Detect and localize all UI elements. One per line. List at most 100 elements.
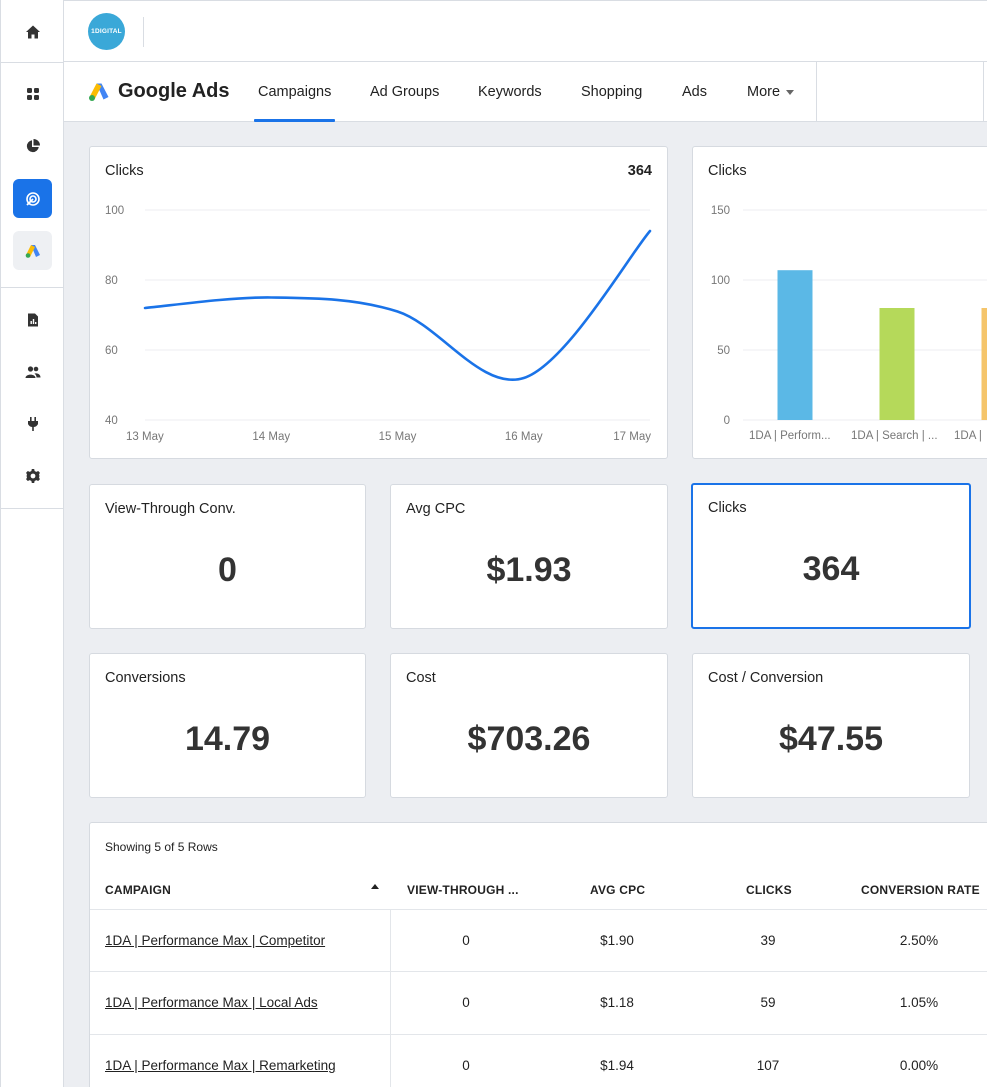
table-cell: 0 — [462, 933, 470, 948]
google-ads-nav: Google Ads Campaigns Ad Groups Keywords … — [64, 62, 987, 122]
kpi-card-cost-per-conversion[interactable]: Cost / Conversion $47.55 — [692, 653, 970, 798]
kpi-card-avg-cpc[interactable]: Avg CPC $1.93 — [390, 484, 668, 629]
table-cell: 1.05% — [899, 995, 939, 1010]
kpi-card-clicks[interactable]: Clicks 364 — [691, 483, 971, 629]
table-divider — [90, 971, 987, 972]
kpi-label: View-Through Conv. — [105, 501, 236, 517]
kpi-value: 364 — [802, 550, 860, 588]
x-tick-label: 1DA | Perform... — [749, 430, 831, 442]
google-ads-logo-icon — [89, 83, 109, 101]
y-tick-label: 100 — [711, 275, 730, 287]
x-tick-label: 13 May — [126, 431, 164, 443]
card-title: Clicks — [105, 163, 144, 179]
report-icon[interactable] — [13, 300, 52, 339]
kpi-label: Avg CPC — [406, 501, 466, 517]
campaign-link[interactable]: 1DA | Performance Max | Local Ads — [105, 995, 318, 1010]
brand-logo[interactable]: 1DIGITAL — [88, 13, 125, 50]
table-cell: 59 — [760, 995, 776, 1010]
tab-more[interactable]: More — [747, 84, 795, 122]
kpi-label: Clicks — [708, 500, 747, 516]
bar — [879, 308, 915, 420]
users-icon[interactable] — [13, 352, 52, 391]
clicks-line-chart-card: Clicks 364 40 60 80 100 13 May 14 May 15 May 16… — [89, 146, 668, 459]
table-divider — [90, 1034, 987, 1035]
y-tick-label: 80 — [105, 275, 118, 287]
campaign-link[interactable]: 1DA | Performance Max | Remarketing — [105, 1058, 336, 1073]
sidebar-divider — [1, 62, 64, 63]
kpi-card-view-through-conv[interactable]: View-Through Conv. 0 — [89, 484, 366, 629]
line-chart: 40 60 80 100 13 May 14 May 15 May 16 May 17 May — [105, 205, 652, 443]
table-cell: $1.94 — [600, 1058, 634, 1073]
rows-info: Showing 5 of 5 Rows — [105, 840, 218, 854]
kpi-label: Cost / Conversion — [708, 670, 824, 686]
gear-icon[interactable] — [13, 456, 52, 495]
column-header-view-through[interactable]: VIEW-THROUGH ... — [407, 883, 519, 897]
table-cell: 107 — [756, 1058, 780, 1073]
kpi-card-cost[interactable]: Cost $703.26 — [390, 653, 668, 798]
tab-ad-groups[interactable]: Ad Groups — [370, 84, 440, 100]
tab-campaigns[interactable]: Campaigns — [253, 84, 336, 122]
nav-divider — [983, 62, 984, 121]
tab-keywords[interactable]: Keywords — [478, 84, 542, 100]
caret-down-icon — [786, 89, 795, 95]
sidebar-divider — [1, 287, 64, 288]
campaigns-table: Showing 5 of 5 Rows CAMPAIGN VIEW-THROUG… — [89, 822, 987, 1087]
sidebar — [0, 0, 64, 1087]
google-ads-icon[interactable] — [13, 231, 52, 270]
sort-ascending-icon[interactable] — [371, 884, 379, 889]
bar — [777, 270, 813, 420]
table-cell: 0.00% — [899, 1058, 939, 1073]
kpi-value: 14.79 — [184, 720, 271, 758]
brand-divider — [143, 17, 144, 47]
tab-more-label: More — [747, 84, 781, 100]
kpi-label: Conversions — [105, 670, 186, 686]
kpi-value: $47.55 — [779, 720, 883, 758]
card-title: Clicks — [708, 163, 747, 179]
plug-icon[interactable] — [13, 404, 52, 443]
y-tick-label: 100 — [105, 205, 124, 217]
x-tick-label: 16 May — [505, 431, 543, 443]
x-tick-label: 14 May — [252, 431, 290, 443]
table-divider — [90, 909, 987, 910]
home-icon[interactable] — [13, 12, 52, 51]
column-header-campaign[interactable]: CAMPAIGN — [105, 883, 172, 897]
table-cell: $1.18 — [600, 995, 634, 1010]
card-total: 364 — [627, 163, 652, 179]
bar — [981, 308, 987, 420]
kpi-value: $1.93 — [486, 551, 572, 589]
x-tick-label: 15 May — [379, 431, 417, 443]
series-line — [143, 229, 652, 382]
kpi-value: $703.26 — [467, 720, 591, 758]
bar-chart: 0 50 100 150 1DA | Perform... 1DA | Search | … — [711, 205, 987, 442]
y-tick-label: 150 — [711, 205, 730, 217]
tab-ads[interactable]: Ads — [682, 84, 707, 100]
clicks-bar-chart-card: Clicks 0 50 100 150 1DA | Perform... 1DA | Se… — [692, 146, 987, 459]
table-cell: 39 — [760, 933, 776, 948]
table-column-divider — [390, 909, 391, 1087]
x-tick-label: 17 May — [613, 431, 651, 443]
tab-shopping[interactable]: Shopping — [581, 84, 643, 100]
dashboard-content: Clicks 364 40 60 80 100 13 May 14 May 15 May 16… — [64, 122, 987, 1087]
dashboard-grid-icon[interactable] — [13, 74, 52, 113]
x-tick-label: 1DA | Search | ... — [851, 430, 938, 442]
page-title: Google Ads — [118, 80, 230, 102]
target-icon[interactable] — [13, 179, 52, 218]
table-cell: 0 — [462, 1058, 470, 1073]
nav-divider — [816, 62, 817, 121]
column-header-conversion-rate[interactable]: CONVERSION RATE — [861, 883, 980, 897]
pie-chart-icon[interactable] — [13, 126, 52, 165]
brand-logo-text: 1DIGITAL — [91, 28, 122, 35]
y-tick-label: 40 — [105, 415, 118, 427]
campaign-link[interactable]: 1DA | Performance Max | Competitor — [105, 933, 326, 948]
x-tick-label: 1DA | — [954, 430, 982, 442]
column-header-clicks[interactable]: CLICKS — [746, 883, 792, 897]
table-cell: 2.50% — [899, 933, 939, 948]
kpi-label: Cost — [406, 670, 436, 686]
column-header-avg-cpc[interactable]: AVG CPC — [590, 883, 646, 897]
kpi-value: 0 — [218, 551, 237, 589]
table-cell: $1.90 — [600, 933, 634, 948]
top-bar: 1DIGITAL — [64, 0, 987, 62]
kpi-card-conversions[interactable]: Conversions 14.79 — [89, 653, 366, 798]
y-tick-label: 50 — [717, 345, 730, 357]
y-tick-label: 60 — [105, 345, 118, 357]
